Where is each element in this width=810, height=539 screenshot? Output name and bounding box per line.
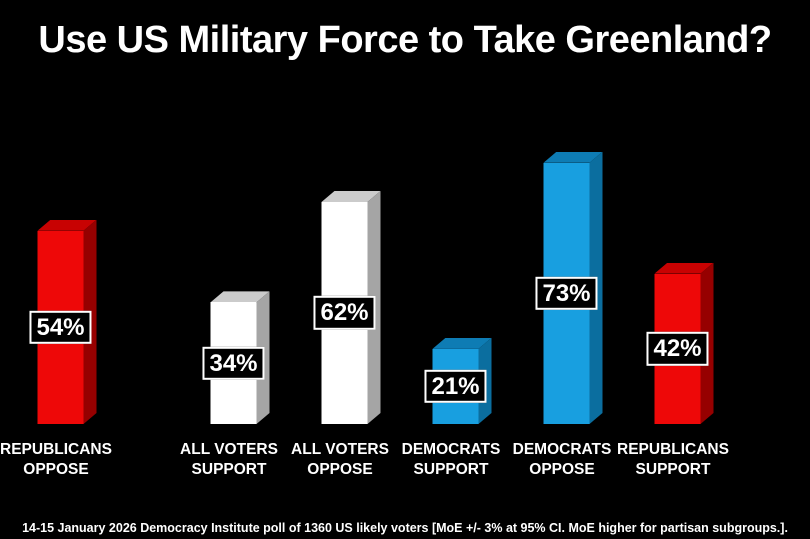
category-label: DEMOCRATS SUPPORT	[387, 440, 515, 480]
bar-group-democrats-support: 21% DEMOCRATS SUPPORT	[395, 0, 507, 539]
category-label: ALL VOTERS SUPPORT	[165, 440, 293, 480]
bar-top-face	[321, 191, 381, 202]
category-label-line2: OPPOSE	[529, 460, 595, 478]
chart-title: Use US Military Force to Take Greenland?	[38, 19, 772, 61]
category-label: REPUBLICANS OPPOSE	[0, 440, 120, 480]
category-label: DEMOCRATS OPPOSE	[498, 440, 626, 480]
category-label-line1: DEMOCRATS	[401, 441, 501, 458]
category-label-line2: OPPOSE	[23, 460, 89, 478]
bar-republicans-support: 42%	[646, 262, 714, 424]
bar-all-voters-support: 34%	[202, 291, 270, 424]
bar-group-all-voters-support: 34% ALL VOTERS SUPPORT	[173, 0, 285, 539]
category-label-line1: ALL VOTERS	[180, 441, 278, 458]
value-label: 42%	[646, 332, 709, 366]
category-label-line2: SUPPORT	[635, 460, 711, 478]
category-label-line1: REPUBLICANS	[0, 441, 112, 458]
bar-top-face	[432, 337, 492, 349]
bar-group-republicans-support: 42% REPUBLICANS SUPPORT	[617, 0, 729, 539]
footnote: 14-15 January 2026 Democracy Institute p…	[22, 521, 788, 535]
bar-republicans-oppose: 54%	[29, 219, 97, 424]
bar-all-voters-oppose: 62%	[313, 191, 381, 424]
value-label: 54%	[29, 310, 92, 345]
bar-top-face	[210, 291, 270, 303]
bar-democrats-oppose: 73%	[535, 151, 603, 424]
bar-group-all-voters-oppose: 62% ALL VOTERS OPPOSE	[284, 0, 396, 539]
bar-top-face	[37, 219, 97, 231]
category-label-line2: SUPPORT	[413, 460, 489, 478]
bar-top-face	[543, 151, 603, 163]
bar-top-face	[654, 262, 714, 274]
value-label: 21%	[424, 369, 487, 404]
value-label: 34%	[202, 346, 265, 380]
bar-group-democrats-oppose: 73% DEMOCRATS OPPOSE	[506, 0, 618, 539]
category-label: ALL VOTERS OPPOSE	[276, 440, 404, 480]
category-label-line1: DEMOCRATS	[512, 441, 612, 458]
bar-democrats-support: 21%	[424, 337, 492, 424]
category-label: REPUBLICANS SUPPORT	[609, 440, 737, 480]
value-label: 62%	[313, 296, 376, 330]
category-label-line1: REPUBLICANS	[617, 441, 729, 458]
category-label-line2: SUPPORT	[191, 460, 267, 478]
value-label: 73%	[535, 276, 598, 311]
category-label-line1: ALL VOTERS	[291, 441, 389, 458]
category-label-line2: OPPOSE	[307, 460, 373, 478]
bar-group-republicans-oppose: 54% REPUBLICANS OPPOSE	[0, 0, 112, 539]
